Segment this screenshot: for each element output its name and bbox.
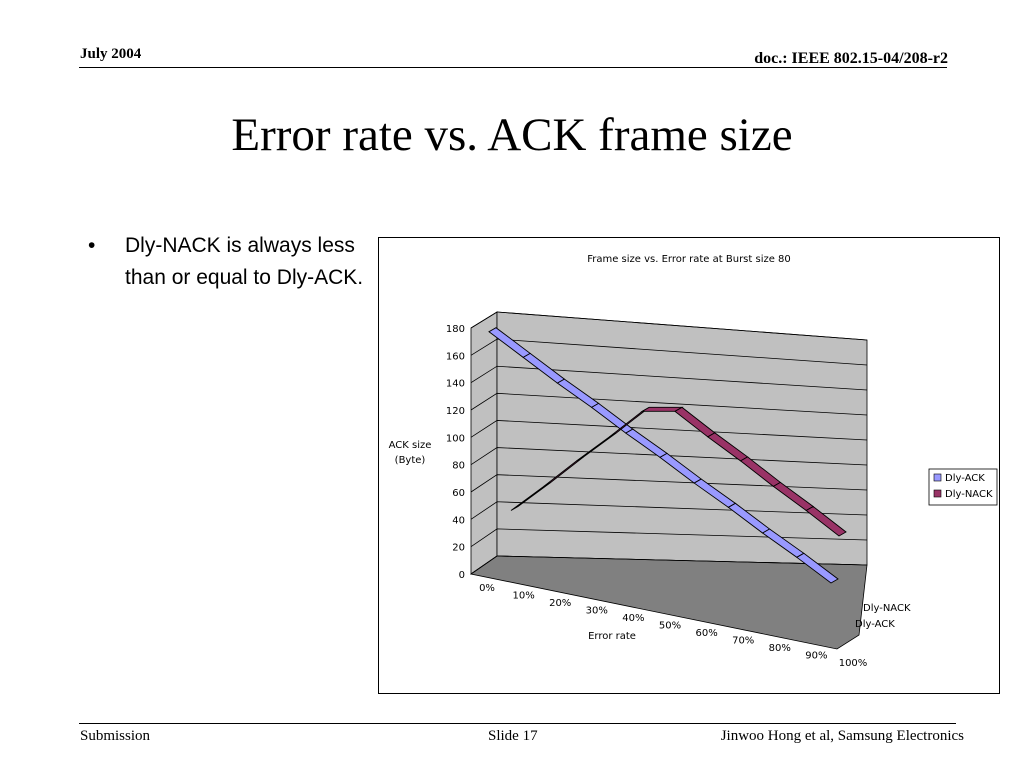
- y-tick-label: 60: [452, 488, 465, 499]
- x-tick-label: 90%: [805, 651, 827, 662]
- slide-title: Error rate vs. ACK frame size: [231, 109, 793, 161]
- y-axis-label-line2: (Byte): [395, 455, 426, 466]
- gridline: [470, 555, 868, 575]
- x-axis-label: Error rate: [588, 631, 636, 642]
- gridline: [470, 365, 868, 391]
- footer-rule: [79, 723, 956, 724]
- x-tick-label: 60%: [695, 628, 717, 639]
- y-tick-label: 0: [459, 570, 465, 581]
- y-tick-label: 140: [446, 379, 465, 390]
- back-wall: [496, 311, 868, 566]
- y-tick-label: 120: [446, 406, 465, 417]
- y-axis-label-line1: ACK size: [389, 440, 432, 451]
- footer-submission: Submission: [80, 728, 151, 744]
- legend-swatch-dly-ack: [933, 473, 942, 482]
- depth-label-dly-nack: Dly-NACK: [863, 603, 911, 614]
- chart-floor: [470, 555, 868, 650]
- side-wall: [470, 311, 498, 575]
- x-tick-label: 20%: [549, 598, 571, 609]
- x-tick-label: 30%: [586, 606, 608, 617]
- x-tick-label: 10%: [512, 591, 534, 602]
- x-tick-label: 40%: [622, 613, 644, 624]
- series-dly-ack-segment: [795, 552, 839, 584]
- legend: Dly-ACK Dly-NACK: [928, 468, 998, 506]
- gridline: [470, 338, 868, 366]
- y-tick-label: 20: [452, 543, 465, 554]
- header-date: July 2004: [80, 46, 142, 62]
- x-tick-label: 80%: [769, 643, 791, 654]
- x-tick-label: 0%: [479, 583, 495, 594]
- header-doc-id: doc.: IEEE 802.15-04/208-r2: [754, 50, 948, 67]
- chart-frame: Frame size vs. Error rate at Burst size …: [378, 237, 1000, 694]
- chart-title: Frame size vs. Error rate at Burst size …: [587, 254, 791, 265]
- chart-svg: Frame size vs. Error rate at Burst size …: [389, 254, 998, 669]
- header-rule: [79, 67, 947, 68]
- legend-swatch-dly-nack: [933, 489, 942, 498]
- y-tick-label: 100: [446, 433, 465, 444]
- depth-label-dly-ack: Dly-ACK: [855, 619, 895, 630]
- x-tick-label: 50%: [659, 621, 681, 632]
- bullet-item: Dly-NACK is always less than or equal to…: [88, 230, 370, 293]
- gridline: [470, 392, 868, 416]
- y-tick-label: 80: [452, 461, 465, 472]
- footer-slide-number: Slide 17: [488, 728, 538, 744]
- legend-label-dly-nack: Dly-NACK: [945, 489, 993, 500]
- y-tick-label: 160: [446, 351, 465, 362]
- bullet-list: Dly-NACK is always less than or equal to…: [88, 230, 370, 293]
- gridline: [470, 420, 868, 441]
- gridline: [470, 474, 868, 493]
- gridline: [470, 311, 868, 341]
- legend-label-dly-ack: Dly-ACK: [945, 473, 985, 484]
- gridline: [470, 528, 868, 547]
- y-tick-label: 40: [452, 515, 465, 526]
- footer-author: Jinwoo Hong et al, Samsung Electronics: [720, 728, 964, 744]
- x-tick-label: 70%: [732, 636, 754, 647]
- series-dly-nack-segment: [805, 505, 847, 537]
- y-tick-label: 180: [446, 324, 465, 335]
- x-tick-label: 100%: [839, 658, 868, 669]
